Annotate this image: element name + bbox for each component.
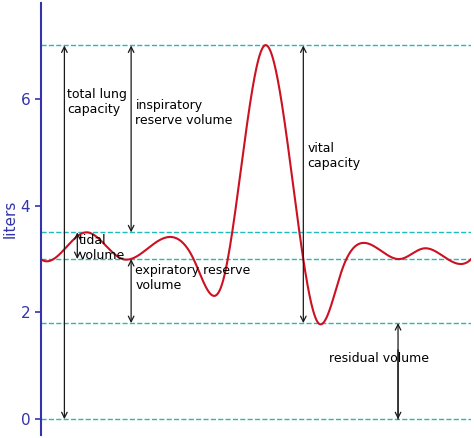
Text: inspiratory
reserve volume: inspiratory reserve volume [136, 99, 233, 127]
Y-axis label: liters: liters [3, 200, 18, 238]
Text: tidal
volume: tidal volume [79, 234, 125, 262]
Text: residual volume: residual volume [329, 353, 429, 365]
Text: expiratory reserve
volume: expiratory reserve volume [136, 265, 251, 293]
Text: vital
capacity: vital capacity [308, 141, 361, 170]
Text: total lung
capacity: total lung capacity [67, 88, 128, 116]
